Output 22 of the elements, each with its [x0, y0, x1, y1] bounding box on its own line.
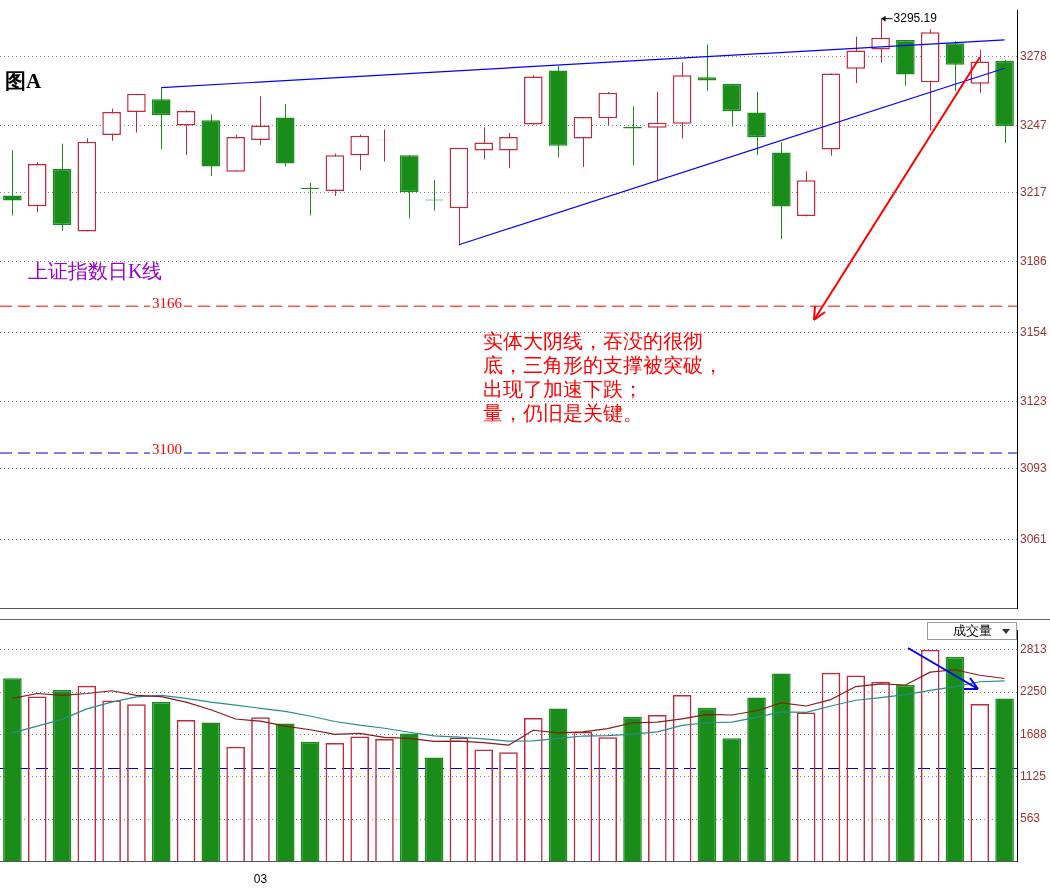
y-tick-label: 3217	[1020, 184, 1048, 199]
ref-line-label: 3166	[152, 294, 183, 311]
y-tick-label: 1688	[1020, 726, 1048, 741]
y-tick-label: 3154	[1020, 325, 1048, 340]
x-tick-label: 03	[253, 872, 268, 887]
annotation: 图A	[5, 69, 42, 93]
chart-title: 成交量	[953, 622, 992, 640]
y-tick-label: 1125	[1020, 769, 1047, 784]
y-tick-label: 3186	[1020, 253, 1048, 268]
annotation: 上证指数日K线	[28, 260, 163, 282]
y-tick-label: 3093	[1020, 460, 1048, 475]
y-tick-label: 3247	[1020, 118, 1048, 133]
y-tick-label: 3278	[1020, 49, 1048, 64]
y-tick-label: 3123	[1020, 394, 1048, 409]
y-tick-label: 3061	[1020, 532, 1048, 547]
y-tick-label: 563	[1020, 811, 1041, 826]
annotation: 实体大阴线，吞没的很彻底，三角形的支撑被突破，出现了加速下跌；	[483, 330, 723, 400]
y-tick-label: 2250	[1020, 684, 1048, 699]
annotation: 量，仍旧是关键。	[483, 402, 643, 424]
annotation: 3295.19	[893, 10, 938, 25]
y-tick-label: 2813	[1020, 641, 1048, 656]
ref-line-label: 3100	[152, 441, 182, 458]
